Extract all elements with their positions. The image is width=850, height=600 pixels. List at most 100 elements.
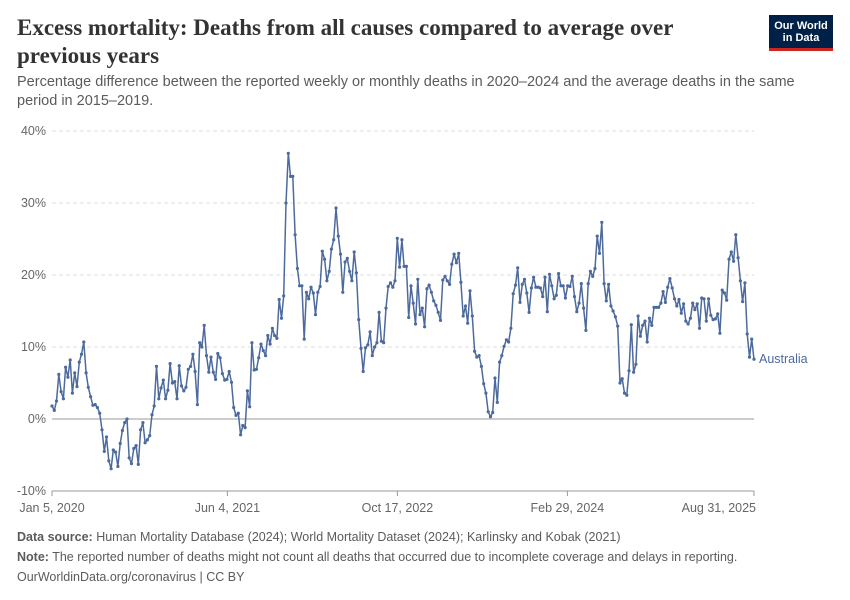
data-point[interactable] bbox=[102, 449, 106, 453]
data-point[interactable] bbox=[729, 250, 733, 254]
data-point[interactable] bbox=[261, 349, 265, 353]
data-point[interactable] bbox=[377, 310, 381, 314]
data-point[interactable] bbox=[641, 323, 645, 327]
data-point[interactable] bbox=[527, 310, 531, 314]
data-point[interactable] bbox=[647, 316, 652, 320]
data-point[interactable] bbox=[202, 323, 206, 327]
data-point[interactable] bbox=[100, 428, 104, 432]
data-point[interactable] bbox=[743, 281, 747, 285]
data-point[interactable] bbox=[679, 311, 683, 315]
data-point[interactable] bbox=[750, 337, 754, 341]
data-point[interactable] bbox=[157, 397, 161, 401]
data-point[interactable] bbox=[89, 395, 93, 399]
data-point[interactable] bbox=[434, 303, 438, 307]
data-point[interactable] bbox=[111, 448, 115, 452]
data-point[interactable] bbox=[627, 369, 631, 373]
data-point[interactable] bbox=[488, 415, 493, 419]
data-point[interactable] bbox=[654, 305, 658, 309]
data-point[interactable] bbox=[375, 341, 379, 345]
data-point[interactable] bbox=[475, 355, 479, 359]
data-point[interactable] bbox=[602, 282, 606, 286]
data-point[interactable] bbox=[52, 408, 56, 412]
data-point[interactable] bbox=[298, 284, 302, 288]
data-point[interactable] bbox=[184, 385, 188, 389]
data-point[interactable] bbox=[173, 380, 177, 384]
data-point[interactable] bbox=[313, 313, 318, 317]
data-point[interactable] bbox=[636, 314, 640, 318]
data-point[interactable] bbox=[254, 367, 259, 371]
data-point[interactable] bbox=[618, 381, 622, 385]
data-point[interactable] bbox=[416, 277, 420, 281]
data-point[interactable] bbox=[600, 220, 604, 224]
data-point[interactable] bbox=[747, 355, 752, 359]
data-point[interactable] bbox=[557, 272, 561, 276]
data-point[interactable] bbox=[259, 342, 263, 346]
data-point[interactable] bbox=[716, 312, 720, 316]
data-point[interactable] bbox=[579, 282, 583, 286]
data-point[interactable] bbox=[613, 315, 618, 319]
data-point[interactable] bbox=[682, 302, 686, 306]
data-point[interactable] bbox=[697, 326, 702, 330]
data-point[interactable] bbox=[175, 397, 179, 401]
data-point[interactable] bbox=[104, 435, 109, 439]
data-point[interactable] bbox=[352, 250, 356, 254]
data-point[interactable] bbox=[345, 256, 349, 260]
data-point[interactable] bbox=[722, 291, 727, 295]
data-point[interactable] bbox=[466, 321, 470, 325]
data-point[interactable] bbox=[597, 251, 602, 255]
data-point[interactable] bbox=[343, 260, 347, 264]
data-point[interactable] bbox=[595, 234, 599, 238]
data-point[interactable] bbox=[582, 306, 586, 310]
data-point[interactable] bbox=[468, 289, 472, 293]
data-point[interactable] bbox=[559, 284, 563, 288]
data-point[interactable] bbox=[379, 339, 383, 343]
data-point[interactable] bbox=[327, 269, 331, 273]
data-point[interactable] bbox=[454, 261, 458, 265]
data-point[interactable] bbox=[304, 290, 308, 294]
data-point[interactable] bbox=[645, 340, 649, 344]
data-point[interactable] bbox=[79, 352, 84, 356]
data-point[interactable] bbox=[418, 313, 422, 317]
data-point[interactable] bbox=[532, 275, 536, 279]
data-point[interactable] bbox=[659, 301, 663, 305]
data-point[interactable] bbox=[229, 380, 234, 384]
data-point[interactable] bbox=[154, 364, 159, 368]
data-point[interactable] bbox=[350, 279, 354, 283]
data-point[interactable] bbox=[727, 257, 731, 261]
data-point[interactable] bbox=[161, 378, 165, 382]
data-point[interactable] bbox=[409, 284, 413, 288]
data-point[interactable] bbox=[620, 377, 624, 381]
data-point[interactable] bbox=[125, 417, 129, 421]
data-point[interactable] bbox=[522, 277, 527, 281]
data-point[interactable] bbox=[277, 297, 281, 302]
data-point[interactable] bbox=[534, 285, 538, 289]
data-point[interactable] bbox=[482, 382, 486, 386]
data-point[interactable] bbox=[248, 405, 252, 409]
data-point[interactable] bbox=[661, 290, 665, 294]
data-point[interactable] bbox=[452, 252, 456, 256]
data-point[interactable] bbox=[438, 318, 443, 322]
data-point[interactable] bbox=[704, 319, 708, 323]
data-point[interactable] bbox=[738, 279, 743, 283]
data-point[interactable] bbox=[663, 300, 668, 304]
data-point[interactable] bbox=[609, 304, 613, 308]
data-point[interactable] bbox=[70, 391, 74, 395]
data-point[interactable] bbox=[64, 365, 68, 369]
data-point[interactable] bbox=[366, 343, 370, 347]
data-point[interactable] bbox=[370, 354, 374, 358]
data-point[interactable] bbox=[432, 299, 436, 303]
data-point[interactable] bbox=[561, 284, 565, 288]
data-point[interactable] bbox=[329, 247, 333, 251]
data-point[interactable] bbox=[159, 386, 163, 390]
data-point[interactable] bbox=[591, 274, 595, 278]
data-point[interactable] bbox=[195, 403, 199, 407]
data-point[interactable] bbox=[427, 283, 431, 287]
data-point[interactable] bbox=[745, 332, 749, 336]
data-point[interactable] bbox=[502, 344, 506, 348]
data-point[interactable] bbox=[463, 304, 468, 308]
data-point[interactable] bbox=[152, 404, 156, 408]
data-point[interactable] bbox=[145, 438, 149, 442]
data-point[interactable] bbox=[643, 319, 647, 323]
data-point[interactable] bbox=[325, 279, 329, 283]
data-point[interactable] bbox=[288, 174, 293, 178]
